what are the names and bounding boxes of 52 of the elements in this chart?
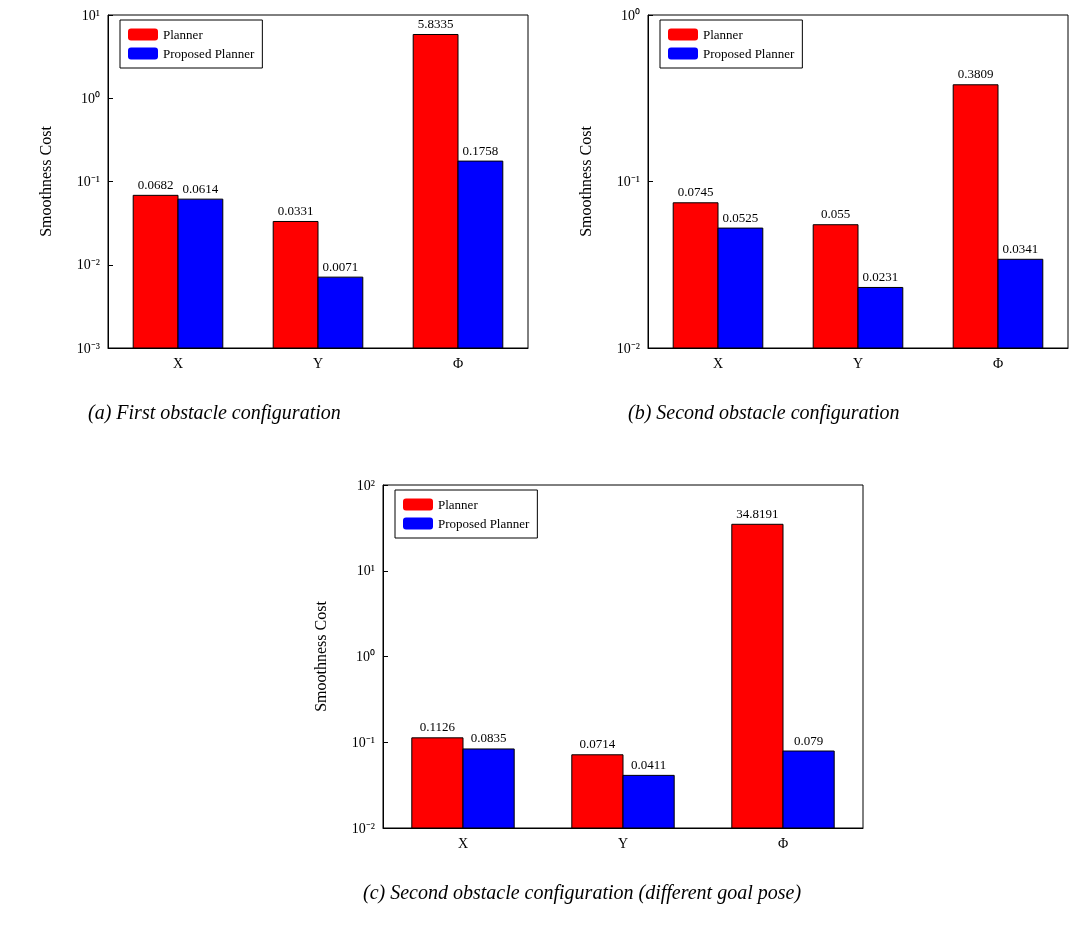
data-label: 0.0341: [1002, 240, 1039, 256]
legend-label: Proposed Planner: [438, 516, 531, 531]
x-tick-label: Y: [312, 355, 324, 371]
x-tick-label: Φ: [777, 835, 789, 851]
x-tick-label: Φ: [452, 355, 464, 371]
text: (c) Second obstacle configuration (different goal pose): [363, 880, 803, 906]
data-label: 0.0714: [579, 736, 616, 752]
y-tick-label: 10¹: [81, 7, 100, 23]
y-tick-label: 10⁻²: [616, 340, 640, 356]
legend-label: Proposed Planner: [163, 46, 256, 61]
y-tick-label: 10⁰: [81, 90, 100, 106]
data-label: 0.0231: [862, 268, 899, 284]
y-axis-title: Smoothness Cost: [576, 125, 594, 237]
legend-label: Planner: [438, 497, 479, 512]
legend-label: Planner: [703, 27, 744, 42]
y-tick-label: 10⁰: [621, 7, 640, 23]
data-label: 0.3809: [957, 66, 994, 82]
x-tick-label: X: [712, 355, 724, 371]
data-label: 0.0331: [277, 202, 314, 218]
data-label: 5.8335: [417, 15, 454, 31]
y-axis-title: Smoothness Cost: [36, 125, 54, 237]
data-label: 0.0835: [470, 730, 507, 746]
legend-label: Planner: [163, 27, 204, 42]
y-tick-label: 10⁻¹: [76, 174, 100, 189]
text: (b) Second obstacle configuration: [628, 400, 901, 426]
x-tick-label: Y: [617, 835, 629, 851]
y-tick-label: 10¹: [356, 563, 375, 579]
text: (a) First obstacle configuration: [88, 400, 342, 426]
y-tick-label: 10⁰: [356, 649, 375, 664]
data-label: 34.8191: [736, 505, 779, 521]
data-label: 0.0411: [630, 756, 667, 772]
data-label: 0.079: [793, 732, 824, 748]
y-tick-label: 10²: [356, 477, 375, 493]
data-label: 0.1758: [462, 142, 499, 158]
y-tick-label: 10⁻²: [351, 820, 375, 836]
y-tick-label: 10⁻³: [76, 340, 100, 356]
x-tick-label: Y: [852, 355, 864, 371]
data-label: 0.0682: [137, 176, 174, 192]
y-tick-label: 10⁻¹: [351, 734, 375, 750]
data-label: 0.055: [820, 206, 851, 222]
y-tick-label: 10⁻²: [76, 257, 100, 273]
data-label: 0.1126: [419, 719, 456, 735]
y-tick-label: 10⁻¹: [616, 174, 640, 189]
legend-label: Proposed Planner: [703, 46, 796, 61]
x-tick-label: X: [172, 355, 184, 371]
data-label: 0.0745: [677, 184, 714, 200]
x-tick-label: Φ: [992, 355, 1004, 371]
x-tick-label: X: [457, 835, 469, 851]
y-axis-title: Smoothness Cost: [311, 600, 329, 712]
data-label: 0.0614: [182, 180, 219, 196]
data-label: 0.0525: [722, 209, 759, 225]
data-label: 0.0071: [322, 258, 359, 274]
